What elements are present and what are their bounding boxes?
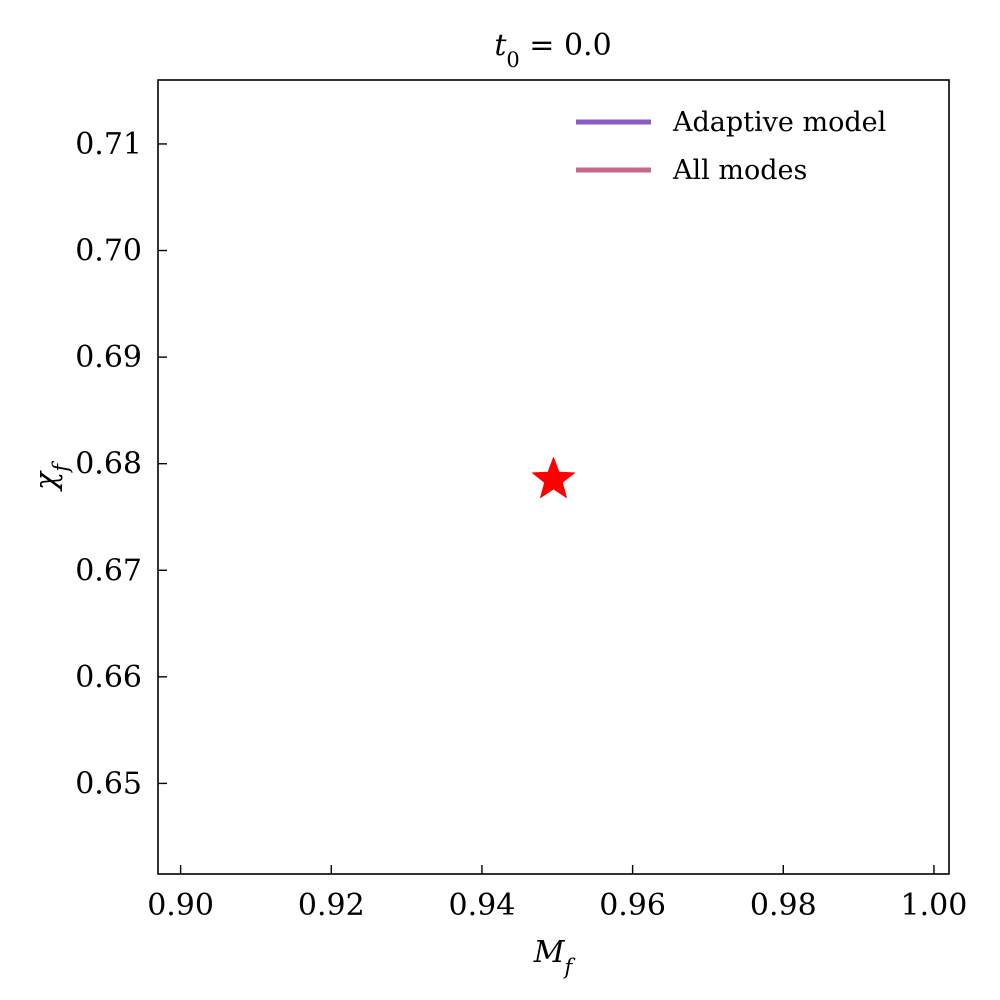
x-axis-label: Mf xyxy=(533,935,576,979)
y-tick-label: 0.66 xyxy=(75,660,142,695)
axis-ticks: 0.90 0.92 0.94 0.96 0.98 1.00 0.65 0.66 0.67 0.68… xyxy=(75,127,967,923)
star-marker xyxy=(532,457,575,498)
y-tick-label: 0.70 xyxy=(75,234,142,269)
x-tick-label: 0.94 xyxy=(449,888,516,923)
x-tick-label: 0.92 xyxy=(298,888,365,923)
chart-title: t0 = 0.0 xyxy=(494,28,611,72)
x-tick-label: 0.90 xyxy=(147,888,214,923)
data-marks xyxy=(532,457,575,498)
x-tick-label: 0.96 xyxy=(599,888,666,923)
y-tick-label: 0.71 xyxy=(75,127,142,162)
x-tick-label: 1.00 xyxy=(901,888,968,923)
plot-area-frame xyxy=(157,79,950,875)
legend-label: All modes xyxy=(672,155,807,186)
x-tick-label: 0.98 xyxy=(750,888,817,923)
legend: Adaptive model All modes xyxy=(576,107,886,186)
y-tick-label: 0.68 xyxy=(75,447,142,482)
y-tick-label: 0.65 xyxy=(75,766,142,801)
y-axis-label: χf xyxy=(29,461,73,492)
legend-label: Adaptive model xyxy=(672,107,886,138)
y-tick-label: 0.69 xyxy=(75,340,142,375)
y-tick-label: 0.67 xyxy=(75,553,142,588)
